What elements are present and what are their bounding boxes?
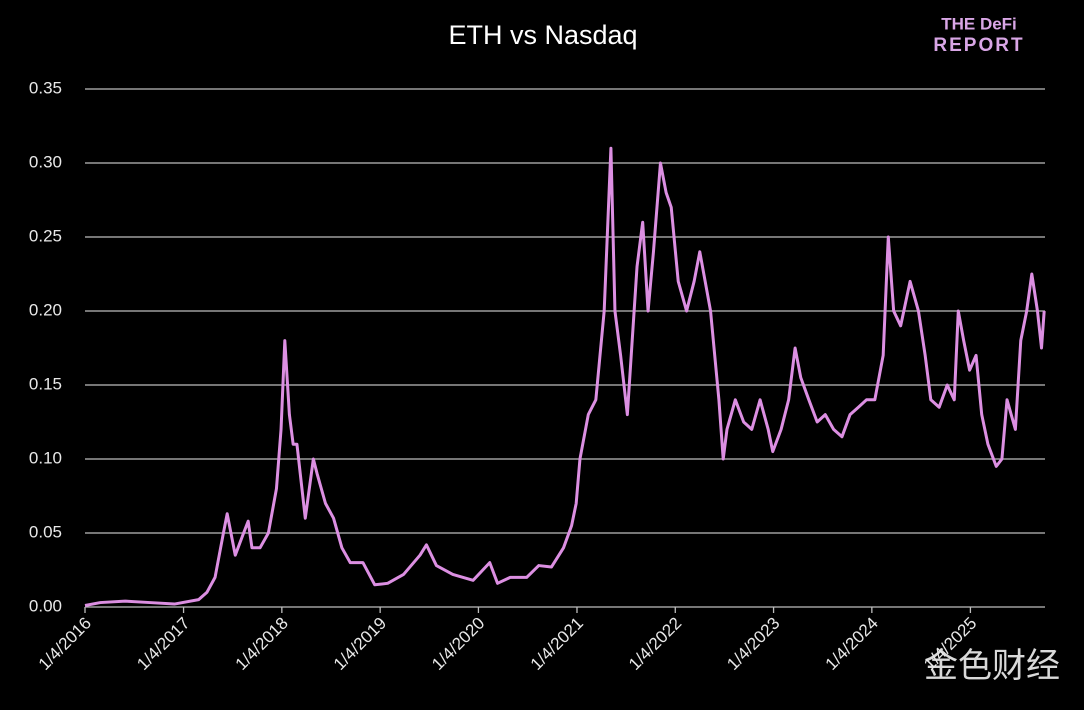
y-tick-label: 0.20 — [29, 300, 62, 319]
data-line — [84, 146, 1046, 607]
y-tick-label: 0.25 — [29, 226, 62, 245]
watermark: 金色财经 — [924, 647, 1060, 685]
x-tick-label: 1/4/2018 — [232, 614, 292, 674]
x-tick-label: 1/4/2016 — [35, 614, 95, 674]
x-tick-label: 1/4/2021 — [527, 614, 587, 674]
chart-title: ETH vs Nasdaq — [448, 20, 637, 50]
y-tick-label: 0.10 — [29, 448, 62, 467]
y-tick-label: 0.15 — [29, 374, 62, 393]
x-tick-label: 1/4/2024 — [822, 614, 882, 674]
y-tick-label: 0.05 — [29, 522, 62, 541]
y-tick-label: 0.35 — [29, 78, 62, 97]
y-tick-label: 0.30 — [29, 152, 62, 171]
x-tick-label: 1/4/2020 — [428, 614, 488, 674]
y-tick-label: 0.00 — [29, 596, 62, 615]
x-tick-label: 1/4/2023 — [723, 614, 783, 674]
logo-line: REPORT — [933, 35, 1024, 56]
x-tick-label: 1/4/2017 — [133, 614, 193, 674]
logo-line: THE DeFi — [941, 14, 1017, 33]
x-tick-label: 1/4/2022 — [625, 614, 685, 674]
x-tick-label: 1/4/2019 — [330, 614, 390, 674]
